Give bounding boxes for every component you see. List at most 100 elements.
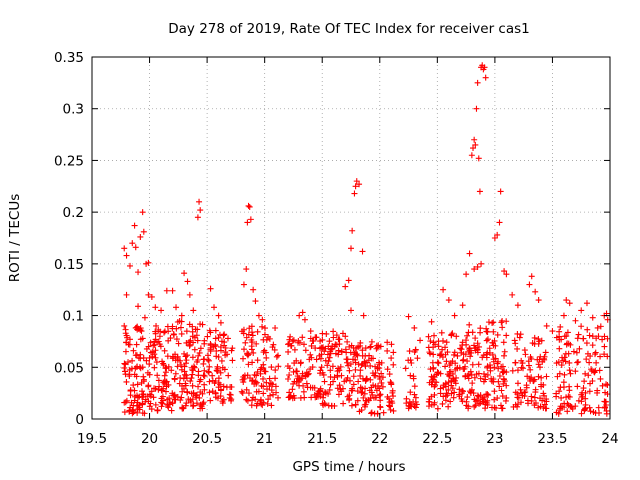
data-point bbox=[304, 371, 311, 378]
data-point bbox=[425, 333, 432, 340]
data-point bbox=[386, 371, 393, 378]
data-point bbox=[514, 401, 521, 408]
data-point bbox=[484, 371, 491, 378]
data-point bbox=[494, 231, 501, 238]
data-point bbox=[290, 380, 297, 387]
data-point bbox=[464, 394, 471, 401]
data-point bbox=[478, 260, 485, 267]
data-point bbox=[336, 341, 343, 348]
data-point bbox=[206, 363, 213, 370]
data-point bbox=[178, 366, 185, 373]
data-point bbox=[322, 388, 329, 395]
data-point bbox=[193, 400, 200, 407]
data-point bbox=[368, 409, 375, 416]
data-point bbox=[335, 336, 342, 343]
data-point bbox=[263, 336, 270, 343]
data-point bbox=[374, 382, 381, 389]
data-point bbox=[163, 287, 170, 294]
data-point bbox=[490, 356, 497, 363]
data-point bbox=[211, 304, 218, 311]
data-point bbox=[376, 365, 383, 372]
data-point bbox=[316, 390, 323, 397]
data-point bbox=[285, 394, 292, 401]
data-point bbox=[519, 360, 526, 367]
data-point bbox=[132, 244, 139, 251]
data-point bbox=[188, 375, 195, 382]
data-point bbox=[197, 345, 204, 352]
data-point bbox=[169, 287, 176, 294]
data-point bbox=[464, 358, 471, 365]
data-point bbox=[387, 379, 394, 386]
data-point bbox=[567, 370, 574, 377]
data-point bbox=[570, 348, 577, 355]
data-point bbox=[501, 268, 508, 275]
data-point bbox=[320, 344, 327, 351]
data-point bbox=[380, 409, 387, 416]
data-point bbox=[390, 407, 397, 414]
data-point bbox=[411, 391, 418, 398]
data-point bbox=[481, 64, 488, 71]
data-point bbox=[200, 372, 207, 379]
data-point bbox=[286, 365, 293, 372]
data-point bbox=[352, 183, 359, 190]
data-point bbox=[155, 377, 162, 384]
data-point bbox=[526, 362, 533, 369]
data-point bbox=[250, 349, 257, 356]
data-point bbox=[183, 372, 190, 379]
data-point bbox=[541, 353, 548, 360]
data-point bbox=[287, 333, 294, 340]
data-point bbox=[213, 367, 220, 374]
data-point bbox=[526, 281, 533, 288]
data-point bbox=[435, 360, 442, 367]
data-point bbox=[259, 323, 266, 330]
data-point bbox=[467, 353, 474, 360]
data-point bbox=[496, 219, 503, 226]
data-point bbox=[357, 367, 364, 374]
data-point bbox=[205, 368, 212, 375]
data-point bbox=[299, 370, 306, 377]
data-point bbox=[434, 359, 441, 366]
data-point bbox=[584, 326, 591, 333]
data-point bbox=[322, 390, 329, 397]
data-point bbox=[161, 380, 168, 387]
data-point bbox=[531, 394, 538, 401]
data-point bbox=[141, 314, 148, 321]
data-point bbox=[121, 399, 128, 406]
data-point bbox=[290, 337, 297, 344]
data-point bbox=[145, 383, 152, 390]
data-point bbox=[500, 339, 507, 346]
data-point bbox=[244, 372, 251, 379]
data-point bbox=[139, 388, 146, 395]
data-point bbox=[487, 367, 494, 374]
data-point bbox=[126, 341, 133, 348]
data-point bbox=[501, 368, 508, 375]
data-point bbox=[190, 307, 197, 314]
data-point bbox=[309, 384, 316, 391]
y-tick-label: 0.1 bbox=[63, 309, 84, 325]
data-point bbox=[527, 366, 534, 373]
data-point bbox=[340, 400, 347, 407]
y-tick-label: 0.35 bbox=[54, 50, 84, 66]
data-point bbox=[333, 332, 340, 339]
data-point bbox=[359, 347, 366, 354]
data-point bbox=[490, 319, 497, 326]
data-point bbox=[321, 378, 328, 385]
data-point bbox=[443, 339, 450, 346]
data-point bbox=[185, 396, 192, 403]
data-point bbox=[327, 381, 334, 388]
data-point bbox=[169, 400, 176, 407]
data-point bbox=[481, 370, 488, 377]
data-point bbox=[214, 363, 221, 370]
data-point bbox=[405, 313, 412, 320]
data-point bbox=[407, 402, 414, 409]
data-point bbox=[450, 375, 457, 382]
data-point bbox=[201, 381, 208, 388]
data-point bbox=[490, 328, 497, 335]
data-point bbox=[603, 381, 610, 388]
data-point bbox=[583, 340, 590, 347]
data-point bbox=[300, 388, 307, 395]
data-point bbox=[213, 353, 220, 360]
data-point bbox=[229, 357, 236, 364]
data-point bbox=[491, 396, 498, 403]
data-point bbox=[227, 383, 234, 390]
